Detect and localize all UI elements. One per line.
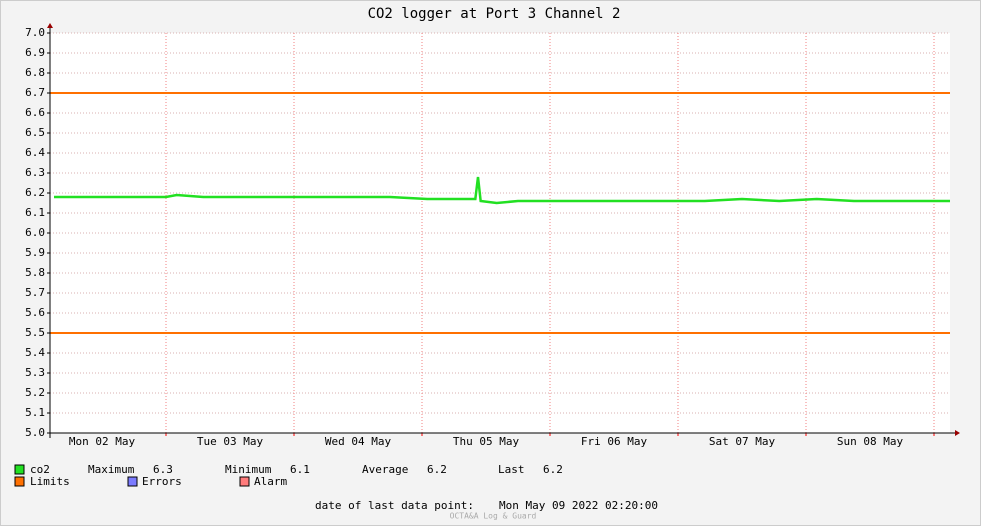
stat-value: 6.3 — [153, 463, 173, 476]
stat-value: 6.2 — [427, 463, 447, 476]
y-tick-label: 5.0 — [25, 426, 45, 439]
y-tick-label: 6.1 — [25, 206, 45, 219]
y-tick-label: 6.0 — [25, 226, 45, 239]
stat-label: Average — [362, 463, 408, 476]
y-tick-label: 6.5 — [25, 126, 45, 139]
x-tick-label: Wed 04 May — [325, 435, 392, 448]
chart-title: CO2 logger at Port 3 Channel 2 — [368, 6, 621, 22]
y-tick-label: 5.4 — [25, 346, 45, 359]
stat-label: Minimum — [225, 463, 272, 476]
y-tick-label: 5.1 — [25, 406, 45, 419]
y-arrow — [47, 23, 53, 28]
y-tick-label: 5.8 — [25, 266, 45, 279]
footer-date: Mon May 09 2022 02:20:00 — [499, 499, 658, 512]
y-tick-label: 5.6 — [25, 306, 45, 319]
legend-swatch — [14, 476, 25, 487]
legend-swatch — [127, 476, 138, 487]
legend-swatch — [14, 464, 25, 475]
stat-value: 6.1 — [290, 463, 310, 476]
y-tick-label: 6.4 — [25, 146, 45, 159]
y-tick-label: 5.3 — [25, 366, 45, 379]
x-arrow — [955, 430, 960, 436]
stat-value: 6.2 — [543, 463, 563, 476]
y-tick-label: 6.8 — [25, 66, 45, 79]
y-tick-label: 5.9 — [25, 246, 45, 259]
legend-label: Alarm — [254, 475, 287, 488]
y-tick-label: 6.9 — [25, 46, 45, 59]
watermark: OCTA&A Log & Guard — [450, 512, 537, 521]
y-tick-label: 5.7 — [25, 286, 45, 299]
legend-swatch — [239, 476, 250, 487]
x-tick-label: Fri 06 May — [581, 435, 648, 448]
legend-label: Errors — [142, 475, 182, 488]
x-tick-label: Tue 03 May — [197, 435, 264, 448]
legend-label: co2 — [30, 463, 50, 476]
x-tick-label: Mon 02 May — [69, 435, 136, 448]
y-tick-label: 7.0 — [25, 26, 45, 39]
y-tick-label: 6.3 — [25, 166, 45, 179]
marks — [50, 92, 950, 334]
y-tick-label: 6.2 — [25, 186, 45, 199]
y-tick-label: 5.2 — [25, 386, 45, 399]
legend-label: Limits — [30, 475, 70, 488]
stat-label: Maximum — [88, 463, 135, 476]
footer-label: date of last data point: — [315, 499, 474, 512]
y-tick-label: 5.5 — [25, 326, 45, 339]
x-tick-label: Sun 08 May — [837, 435, 904, 448]
series-line — [54, 176, 950, 205]
y-tick-label: 6.7 — [25, 86, 45, 99]
y-tick-label: 6.6 — [25, 106, 45, 119]
x-tick-label: Thu 05 May — [453, 435, 520, 448]
x-tick-label: Sat 07 May — [709, 435, 776, 448]
stat-label: Last — [498, 463, 525, 476]
